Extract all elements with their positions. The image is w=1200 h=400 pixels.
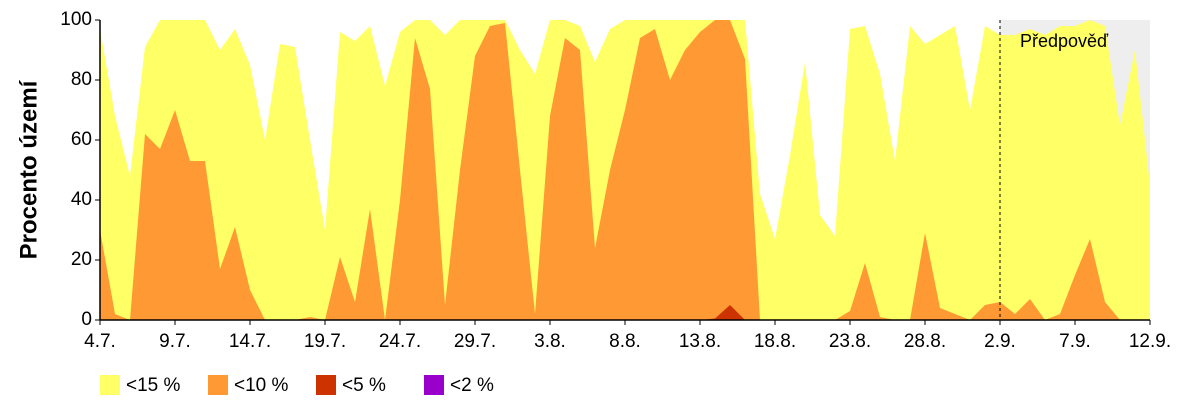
x-tick-label: 13.8. <box>679 331 721 352</box>
x-tick-label: 29.7. <box>454 331 496 352</box>
x-tick-label: 7.9. <box>1059 331 1091 352</box>
legend-swatch <box>316 375 336 395</box>
x-tick-label: 28.8. <box>904 331 946 352</box>
legend-label: <10 % <box>234 375 289 396</box>
x-tick-label: 2.9. <box>984 331 1016 352</box>
x-tick-label: 3.8. <box>534 331 566 352</box>
legend-swatch <box>100 375 120 395</box>
x-tick-label: 24.7. <box>379 331 421 352</box>
legend-label: <2 % <box>450 375 494 396</box>
y-tick-label: 20 <box>71 249 92 270</box>
y-tick-label: 0 <box>81 309 92 330</box>
area-series <box>100 20 1150 320</box>
legend-label: <5 % <box>342 375 386 396</box>
x-tick-label: 23.8. <box>829 331 871 352</box>
legend-label: <15 % <box>126 375 181 396</box>
x-tick-label: 14.7. <box>229 331 271 352</box>
y-tick-label: 80 <box>71 69 92 90</box>
x-tick-label: 18.8. <box>754 331 796 352</box>
forecast-label: Předpověď <box>1020 31 1109 51</box>
y-tick-label: 100 <box>60 9 92 30</box>
y-axis-title: Procento území <box>15 79 42 259</box>
y-tick-label: 40 <box>71 189 92 210</box>
x-tick-label: 4.7. <box>84 331 116 352</box>
y-tick-label: 60 <box>71 129 92 150</box>
x-tick-label: 9.7. <box>159 331 191 352</box>
x-tick-label: 12.9. <box>1129 331 1171 352</box>
legend-swatch <box>208 375 228 395</box>
legend-swatch <box>424 375 444 395</box>
x-tick-label: 8.8. <box>609 331 641 352</box>
x-tick-label: 19.7. <box>304 331 346 352</box>
